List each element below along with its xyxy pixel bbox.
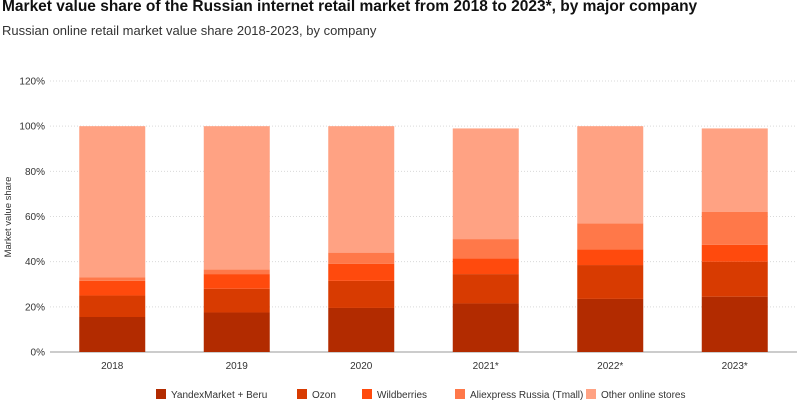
bar-segment-3-5 [328,126,395,253]
legend-label: Ozon [312,390,336,401]
bar-segment-1-2 [79,295,146,317]
bar-segment-3-4 [328,252,395,264]
legend-swatch [455,389,465,399]
bar-segment-5-5 [577,126,644,224]
bar-segment-2-4 [203,269,270,275]
bar-segment-6-5 [701,128,768,212]
bar-segment-5-2 [577,265,644,299]
x-tick-label: 2018 [101,361,124,372]
y-tick-label: 20% [25,302,45,313]
y-axis-title: Market value share [3,177,14,258]
y-tick-label: 0% [31,348,46,359]
legend-label: Aliexpress Russia (Tmall) [470,390,583,401]
bar-segment-5-4 [577,223,644,250]
bar-segment-4-5 [452,128,519,240]
bar-segment-4-1 [452,303,519,352]
legend-swatch [156,389,166,399]
y-tick-label: 120% [19,77,45,88]
bar-segment-2-5 [203,126,270,270]
bar-segment-3-1 [328,307,395,352]
bar-segment-2-2 [203,288,270,313]
x-tick-label: 2019 [226,361,249,372]
bar-segment-2-1 [203,312,270,352]
chart-subtitle: Russian online retail market value share… [2,23,377,38]
bar-segment-2-3 [203,274,270,289]
bar-segment-6-3 [701,244,768,262]
chart-title: Market value share of the Russian intern… [2,0,698,15]
legend-swatch [586,389,596,399]
y-tick-label: 100% [19,122,45,133]
bar-segment-1-5 [79,126,146,278]
bar-segment-1-3 [79,280,146,296]
x-tick-label: 2020 [350,361,373,372]
y-tick-label: 60% [25,212,45,223]
y-tick-label: 40% [25,257,45,268]
bar-segment-3-2 [328,280,395,308]
bar-segment-6-4 [701,211,768,245]
legend-label: Other online stores [601,390,686,401]
legend-label: Wildberries [377,390,427,401]
x-tick-label: 2023* [722,361,748,372]
bar-segment-1-1 [79,316,146,352]
x-tick-label: 2021* [473,361,499,372]
legend-swatch [362,389,372,399]
bar-segment-5-3 [577,249,644,266]
bar-segment-6-2 [701,261,768,297]
bar-segment-1-4 [79,277,146,281]
bar-segment-5-1 [577,298,644,352]
legend-label: YandexMarket + Beru [171,390,267,401]
bar-segment-4-4 [452,239,519,259]
legend-swatch [297,389,307,399]
bar-segment-4-3 [452,258,519,275]
bar-segment-3-3 [328,263,395,281]
x-tick-label: 2022* [597,361,623,372]
bar-segment-4-2 [452,274,519,304]
y-tick-label: 80% [25,167,45,178]
bar-segment-6-1 [701,296,768,352]
